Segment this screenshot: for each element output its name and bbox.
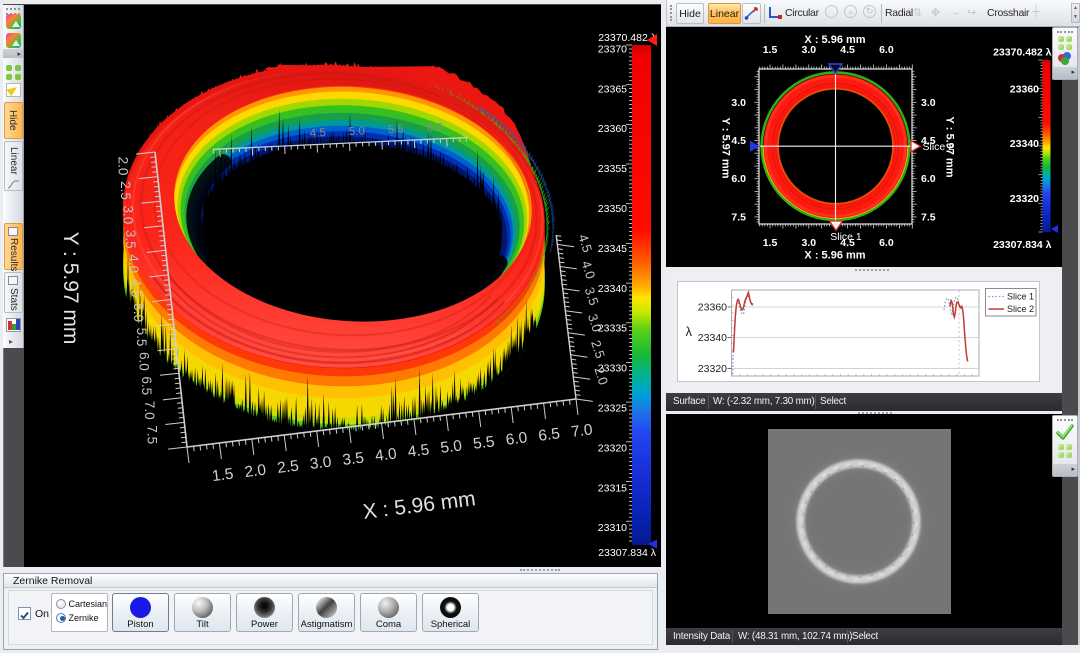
svg-text:3.0: 3.0	[309, 453, 333, 473]
svg-text:4.5: 4.5	[840, 237, 855, 249]
svg-text:6.5: 6.5	[139, 376, 154, 395]
svg-text:6.0: 6.0	[137, 352, 152, 371]
svg-text:6.0: 6.0	[921, 173, 936, 185]
svg-text:23365: 23365	[598, 83, 627, 95]
svg-text:4.0: 4.0	[126, 254, 141, 273]
svg-text:5.0: 5.0	[131, 303, 146, 322]
svg-text:7.0: 7.0	[142, 401, 157, 420]
svg-text:Y : 5.97 mm: Y : 5.97 mm	[944, 117, 956, 178]
svg-text:Y : 5.97 mm: Y : 5.97 mm	[59, 232, 82, 345]
svg-text:2.5: 2.5	[276, 457, 299, 477]
svg-text:2.0: 2.0	[244, 462, 268, 482]
svg-text:6.0: 6.0	[879, 237, 894, 249]
svg-text:1.5: 1.5	[763, 44, 778, 56]
svg-text:23370.482 λ: 23370.482 λ	[598, 32, 657, 44]
svg-text:X : 5.96 mm: X : 5.96 mm	[804, 250, 865, 262]
svg-text:3.0: 3.0	[121, 206, 136, 225]
svg-text:1.5: 1.5	[763, 237, 778, 249]
svg-text:2.5: 2.5	[118, 181, 133, 200]
svg-text:4.5: 4.5	[129, 279, 144, 298]
svg-text:23310: 23310	[598, 522, 627, 534]
svg-text:23360: 23360	[598, 123, 627, 135]
svg-text:5.5: 5.5	[472, 433, 495, 453]
svg-text:23355: 23355	[598, 163, 627, 175]
svg-text:3.5: 3.5	[582, 285, 602, 307]
svg-text:Slice 2: Slice 2	[1007, 304, 1034, 314]
svg-text:23315: 23315	[598, 482, 627, 494]
svg-text:4.5: 4.5	[407, 441, 430, 461]
svg-text:4.5: 4.5	[731, 135, 746, 147]
svg-text:4.5: 4.5	[575, 232, 595, 254]
svg-text:6.0: 6.0	[505, 429, 529, 449]
svg-text:23335: 23335	[598, 323, 627, 335]
svg-text:Slice 1: Slice 1	[1007, 292, 1034, 302]
svg-text:λ: λ	[686, 324, 693, 339]
svg-text:2.0: 2.0	[115, 157, 130, 176]
svg-text:23340: 23340	[1010, 138, 1039, 150]
svg-text:6.0: 6.0	[731, 173, 746, 185]
svg-text:23340: 23340	[598, 283, 627, 295]
svg-text:4.5: 4.5	[310, 127, 327, 140]
svg-text:23307.834 λ: 23307.834 λ	[993, 239, 1052, 251]
svg-text:Slice 1: Slice 1	[830, 231, 862, 243]
svg-text:3.0: 3.0	[801, 237, 816, 249]
svg-text:6.0: 6.0	[879, 44, 894, 56]
svg-text:23345: 23345	[598, 243, 627, 255]
svg-text:1.5: 1.5	[211, 466, 234, 486]
svg-text:23350: 23350	[598, 203, 627, 215]
svg-text:5.0: 5.0	[349, 125, 366, 138]
svg-text:Y : 5.97 mm: Y : 5.97 mm	[720, 118, 732, 179]
svg-text:7.5: 7.5	[921, 211, 936, 223]
svg-text:7.5: 7.5	[144, 425, 159, 444]
svg-text:4.0: 4.0	[374, 445, 398, 465]
svg-text:23370: 23370	[598, 43, 627, 55]
svg-text:23330: 23330	[598, 363, 627, 375]
svg-text:6.0: 6.0	[427, 122, 444, 135]
svg-text:5.5: 5.5	[388, 123, 405, 136]
svg-text:6.5: 6.5	[537, 425, 560, 445]
svg-text:Slice 2: Slice 2	[923, 141, 955, 153]
svg-text:3.5: 3.5	[123, 230, 138, 249]
svg-text:4.0: 4.0	[579, 259, 599, 281]
svg-text:2.0: 2.0	[591, 365, 611, 387]
svg-text:3.5: 3.5	[342, 449, 365, 469]
svg-text:3.0: 3.0	[801, 44, 816, 56]
svg-text:5.0: 5.0	[440, 437, 464, 457]
svg-text:23360: 23360	[698, 302, 727, 314]
svg-text:3.0: 3.0	[585, 312, 605, 334]
svg-text:4.5: 4.5	[921, 135, 936, 147]
svg-text:3.0: 3.0	[731, 97, 746, 109]
svg-text:7.0: 7.0	[570, 421, 594, 441]
svg-text:7.5: 7.5	[731, 211, 746, 223]
svg-text:23340: 23340	[698, 332, 727, 344]
svg-text:23320: 23320	[1010, 193, 1039, 205]
svg-text:23370.482 λ: 23370.482 λ	[993, 47, 1052, 59]
svg-text:4.5: 4.5	[840, 44, 855, 56]
svg-text:2.5: 2.5	[588, 338, 608, 360]
svg-text:23320: 23320	[698, 363, 727, 375]
svg-text:3.0: 3.0	[921, 97, 936, 109]
svg-text:23360: 23360	[1010, 83, 1039, 95]
svg-text:23307.834 λ: 23307.834 λ	[598, 547, 657, 559]
svg-text:5.5: 5.5	[134, 328, 149, 347]
svg-text:X : 5.96 mm: X : 5.96 mm	[804, 34, 865, 46]
svg-text:23325: 23325	[598, 403, 627, 415]
svg-text:23320: 23320	[598, 442, 627, 454]
